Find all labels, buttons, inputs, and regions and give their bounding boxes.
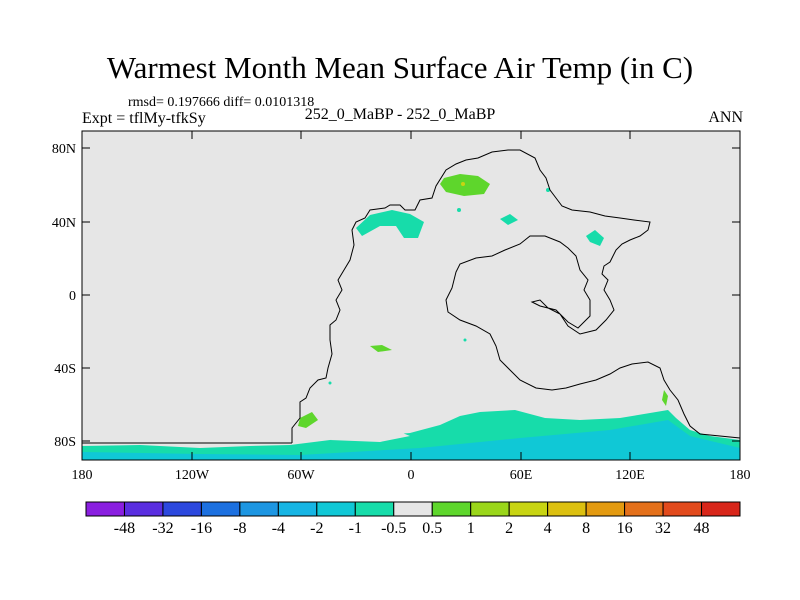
- colorbar-label: 48: [694, 520, 710, 537]
- colorbar-label: -4: [272, 520, 285, 537]
- green-patch-east: [662, 390, 668, 406]
- colorbar-swatch: [547, 501, 587, 517]
- colorbar-label: 2: [505, 520, 513, 537]
- teal-dot-2: [457, 208, 461, 212]
- colorbar-swatch: [123, 501, 164, 517]
- colorbar-label: -16: [191, 520, 212, 537]
- colorbar-swatch: [316, 501, 356, 517]
- green-patch-arctic: [440, 174, 490, 196]
- colorbar: -48 -32 -16 -8 -4 -2 -1 -0.5 0.5 1 2 4 8 16 32 48: [85, 501, 741, 537]
- colorbar-swatch: [470, 501, 510, 517]
- colorbar-swatch: [393, 501, 433, 517]
- teal-patch-asia: [500, 214, 518, 225]
- colorbar-label: 1: [467, 520, 475, 537]
- lat-label-0: 0: [69, 289, 76, 304]
- colorbar-swatch: [200, 501, 241, 517]
- period-label: 252_0_MaBP - 252_0_MaBP: [304, 106, 496, 123]
- difference-contours: [82, 174, 740, 460]
- colorbar-swatch: [277, 501, 318, 517]
- colorbar-swatch: [431, 501, 472, 517]
- green-patch-south-america: [298, 412, 318, 428]
- lon-label-60e: 60E: [510, 468, 533, 483]
- colorbar-swatch: [239, 501, 279, 517]
- colorbar-label: -32: [152, 520, 173, 537]
- lon-label-180e: 180: [730, 468, 751, 483]
- colorbar-label: 4: [544, 520, 552, 537]
- colorbar-swatch: [85, 501, 125, 517]
- colorbar-swatch: [162, 501, 202, 517]
- lat-label-80n: 80N: [52, 142, 76, 157]
- teal-dot-3: [463, 338, 467, 342]
- experiment-label: Expt = tflMy-tfkSy: [82, 110, 206, 127]
- green-patch-south: [370, 345, 392, 352]
- yellow-spot: [461, 182, 465, 186]
- colorbar-label: -1: [349, 520, 362, 537]
- teal-patch-east-asia: [586, 230, 604, 246]
- teal-dot: [546, 188, 550, 192]
- colorbar-swatch: [662, 501, 703, 517]
- colorbar-label: -2: [310, 520, 323, 537]
- coastline: [82, 149, 741, 444]
- lat-label-40s: 40S: [54, 362, 76, 377]
- lon-label-120e: 120E: [615, 468, 645, 483]
- colorbar-swatch: [624, 501, 664, 517]
- colorbar-label: -0.5: [381, 520, 406, 537]
- map-title: Warmest Month Mean Surface Air Temp (in …: [106, 50, 694, 85]
- teal-patch-europe: [356, 210, 424, 238]
- colorbar-swatch: [508, 501, 549, 517]
- lon-label-60w: 60W: [287, 468, 315, 483]
- lat-tick-marks: [82, 147, 740, 442]
- season-label: ANN: [708, 109, 743, 126]
- lon-tick-marks: [81, 131, 631, 460]
- colorbar-swatch: [585, 501, 626, 517]
- lat-label-40n: 40N: [52, 216, 76, 231]
- lon-label-0: 0: [408, 468, 415, 483]
- map-plot-area: [82, 131, 740, 460]
- antarctic-band-strong: [82, 420, 740, 460]
- lat-label-80s: 80S: [54, 435, 76, 450]
- colorbar-label: 8: [582, 520, 590, 537]
- stats-text: rmsd= 0.197666 diff= 0.0101318: [128, 95, 315, 110]
- teal-dot-4: [328, 381, 332, 385]
- land-gap: [330, 430, 410, 442]
- colorbar-label: 16: [617, 520, 633, 537]
- colorbar-swatch: [354, 501, 395, 517]
- colorbar-label: -8: [233, 520, 246, 537]
- colorbar-label: 0.5: [422, 520, 442, 537]
- colorbar-swatch: [701, 501, 741, 517]
- lon-label-180w: 180: [72, 468, 93, 483]
- lon-label-120w: 120W: [175, 468, 210, 483]
- colorbar-label: -48: [114, 520, 135, 537]
- colorbar-label: 32: [655, 520, 671, 537]
